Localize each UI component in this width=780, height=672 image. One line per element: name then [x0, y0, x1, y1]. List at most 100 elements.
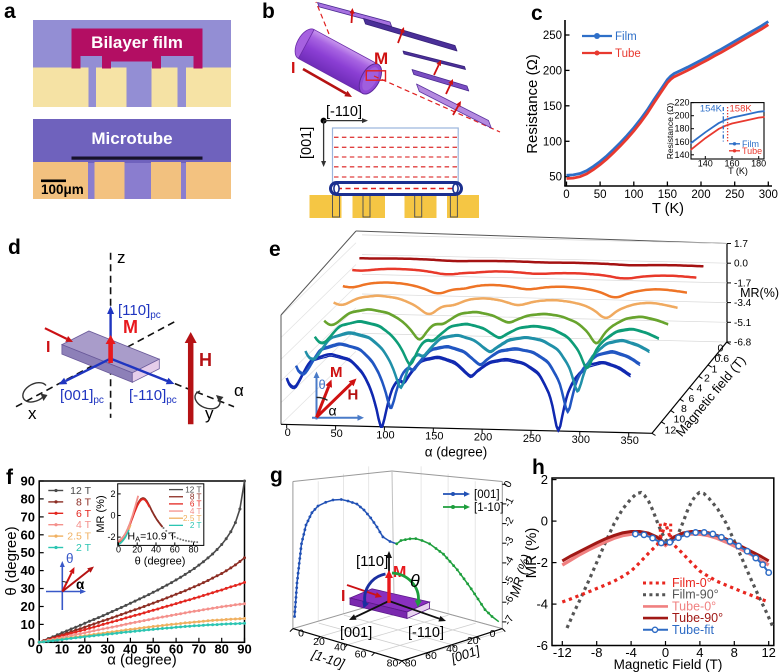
- svg-text:H: H: [348, 387, 359, 404]
- svg-text:100: 100: [543, 136, 562, 148]
- svg-text:160: 160: [674, 137, 689, 147]
- svg-text:6 T: 6 T: [190, 500, 202, 509]
- svg-text:50: 50: [330, 428, 342, 440]
- svg-text:8: 8: [731, 645, 738, 660]
- svg-text:[001]: [001]: [299, 127, 315, 159]
- svg-text:Film: Film: [742, 139, 759, 149]
- svg-text:0: 0: [298, 628, 304, 640]
- svg-text:30: 30: [100, 642, 114, 657]
- svg-text:Tube-90°: Tube-90°: [672, 611, 723, 625]
- svg-text:H: H: [199, 350, 212, 370]
- svg-text:-3.4: -3.4: [734, 298, 752, 309]
- svg-text:100μm: 100μm: [41, 182, 84, 197]
- svg-text:0.6: 0.6: [715, 353, 730, 365]
- svg-text:[110]pc: [110]pc: [118, 302, 161, 321]
- svg-text:-6.8: -6.8: [734, 338, 752, 349]
- svg-text:MR (%): MR (%): [95, 495, 107, 532]
- svg-text:6: 6: [689, 393, 695, 405]
- svg-text:-12: -12: [553, 645, 572, 660]
- svg-text:0: 0: [541, 514, 548, 529]
- svg-text:α (degree): α (degree): [107, 652, 177, 669]
- svg-text:80: 80: [188, 545, 198, 555]
- svg-text:z: z: [117, 248, 126, 267]
- svg-text:[-110]pc: [-110]pc: [129, 387, 177, 406]
- svg-text:12 T: 12 T: [70, 485, 91, 497]
- svg-text:Resistance (Ω): Resistance (Ω): [665, 103, 675, 160]
- svg-text:220: 220: [674, 98, 689, 108]
- svg-text:Resistance (Ω): Resistance (Ω): [524, 54, 541, 154]
- svg-text:30: 30: [21, 581, 35, 596]
- svg-text:40: 40: [334, 642, 346, 654]
- svg-text:250: 250: [543, 30, 562, 42]
- svg-text:2: 2: [110, 489, 115, 499]
- svg-text:0: 0: [36, 642, 43, 657]
- svg-text:[001]: [001]: [474, 489, 500, 501]
- svg-text:160: 160: [724, 159, 739, 169]
- svg-text:θ: θ: [410, 571, 420, 591]
- svg-text:Tube-fit: Tube-fit: [672, 623, 714, 637]
- svg-text:HA=10.9 T: HA=10.9 T: [128, 531, 177, 544]
- svg-text:150: 150: [425, 431, 443, 443]
- svg-text:M: M: [330, 364, 343, 381]
- svg-text:I: I: [46, 339, 50, 356]
- svg-text:Magnetic Field (T): Magnetic Field (T): [614, 657, 723, 672]
- svg-text:6 T: 6 T: [76, 508, 92, 520]
- svg-text:200: 200: [691, 189, 710, 201]
- svg-text:1.7: 1.7: [734, 239, 748, 250]
- svg-text:-6: -6: [536, 638, 548, 653]
- svg-text:4 T: 4 T: [76, 519, 92, 531]
- svg-text:180: 180: [751, 159, 766, 169]
- svg-text:50: 50: [146, 642, 160, 657]
- svg-text:-1.7: -1.7: [734, 278, 752, 289]
- svg-text:20: 20: [21, 599, 35, 614]
- svg-text:M: M: [123, 317, 138, 337]
- svg-text:Film: Film: [615, 31, 637, 43]
- svg-text:2 T: 2 T: [190, 521, 202, 530]
- svg-text:T (K): T (K): [652, 201, 684, 217]
- svg-text:0: 0: [490, 628, 496, 640]
- svg-text:0: 0: [285, 427, 291, 439]
- svg-text:60: 60: [21, 527, 35, 542]
- svg-text:200: 200: [474, 432, 492, 444]
- svg-text:4: 4: [696, 645, 703, 660]
- svg-text:-5.1: -5.1: [734, 318, 752, 329]
- svg-text:2 T: 2 T: [76, 542, 92, 554]
- svg-text:50: 50: [549, 172, 562, 184]
- svg-text:Film-90°: Film-90°: [672, 588, 719, 602]
- svg-text:300: 300: [759, 189, 778, 201]
- svg-text:60: 60: [425, 650, 437, 662]
- svg-text:4: 4: [697, 383, 703, 395]
- svg-text:10: 10: [21, 617, 35, 632]
- svg-text:-2: -2: [536, 555, 548, 570]
- svg-text:200: 200: [543, 65, 562, 77]
- svg-text:Tube: Tube: [615, 48, 641, 60]
- svg-text:140: 140: [698, 159, 713, 169]
- svg-text:α (degree): α (degree): [425, 445, 488, 460]
- svg-text:α: α: [234, 381, 244, 400]
- svg-text:[001]: [001]: [340, 625, 372, 641]
- svg-text:70: 70: [192, 642, 206, 657]
- svg-text:20: 20: [78, 642, 92, 657]
- svg-text:θ: θ: [66, 551, 74, 566]
- svg-text:-8: -8: [591, 645, 603, 660]
- svg-text:[-110]: [-110]: [408, 625, 444, 641]
- svg-text:Bilayer film: Bilayer film: [91, 33, 183, 52]
- svg-text:I: I: [291, 60, 295, 77]
- svg-text:y: y: [205, 404, 214, 423]
- svg-text:-2: -2: [107, 532, 115, 542]
- svg-text:50: 50: [21, 545, 35, 560]
- svg-text:0: 0: [502, 479, 515, 490]
- svg-text:θ (degree): θ (degree): [135, 556, 186, 568]
- svg-text:I: I: [341, 588, 345, 605]
- svg-text:300: 300: [572, 434, 590, 446]
- svg-text:70: 70: [21, 509, 35, 524]
- svg-text:2.5 T: 2.5 T: [67, 531, 91, 543]
- svg-text:20: 20: [132, 545, 142, 555]
- svg-text:8 T: 8 T: [76, 496, 92, 508]
- svg-text:8 T: 8 T: [190, 493, 202, 502]
- svg-text:200: 200: [674, 111, 689, 121]
- svg-text:12: 12: [761, 645, 775, 660]
- svg-text:80: 80: [214, 642, 228, 657]
- svg-text:20: 20: [313, 636, 325, 648]
- svg-text:0: 0: [110, 511, 115, 521]
